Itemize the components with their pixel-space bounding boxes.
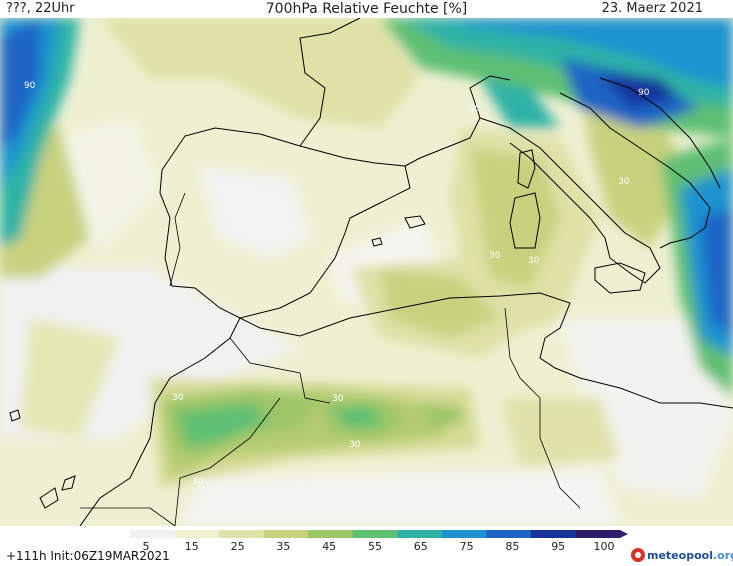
brand-text-part1: meteo (647, 548, 687, 562)
contour-label: 30 (192, 477, 204, 487)
iberia-coast (159, 127, 411, 319)
madeira (9, 409, 21, 422)
colorbar-tick-label: 35 (276, 540, 291, 553)
colorbar-segment (352, 530, 398, 538)
border-western-sahara (80, 507, 176, 526)
brand-text: meteopool.org (647, 549, 733, 562)
border-morocco-south (174, 397, 281, 526)
colorbar-legend: 5 15 25 35 45 55 65 75 85 95 100 +111h Init:06Z19M… (0, 526, 733, 566)
valid-time-label: ???, 22Uhr (6, 1, 75, 16)
border-algeria-tunisia-libya (504, 307, 581, 509)
colorbar-segment (441, 530, 487, 538)
colorbar-tick-label: 15 (184, 540, 199, 553)
coastlines (9, 18, 733, 526)
colorbar-segment (308, 530, 354, 538)
balkan-coast (599, 77, 721, 189)
france-south-coast (404, 75, 511, 167)
contour-label: 30 (332, 394, 344, 404)
contour-label: 30 (172, 393, 184, 403)
map-canvas: 90 90 30 30 30 30 30 30 30 30 (0, 18, 733, 526)
france-west-coast (299, 18, 361, 147)
brand-text-part3: .org (712, 548, 733, 562)
meteopool-brand[interactable]: meteopool.org (631, 545, 733, 565)
colorbar-tick-label: 25 (230, 540, 245, 553)
contour-label: 30 (528, 256, 540, 266)
north-africa-coast (239, 292, 733, 409)
map-header: ???, 22Uhr 700hPa Relative Feuchte [%] 2… (0, 0, 733, 18)
colorbar (130, 530, 628, 538)
humidity-field (0, 18, 733, 526)
humidity-map: 90 90 30 30 30 30 30 30 30 30 (0, 18, 733, 526)
colorbar-segment (263, 530, 309, 538)
colorbar-segment (530, 530, 576, 538)
colorbar-tick-label: 45 (322, 540, 337, 553)
colorbar-segment (219, 530, 265, 538)
colorbar-tick-label: 85 (505, 540, 520, 553)
mallorca (404, 215, 426, 229)
canary-island-2 (61, 475, 76, 491)
contour-label: 90 (24, 81, 36, 91)
colorbar-segment (174, 530, 220, 538)
contour-label: 30 (618, 177, 630, 187)
contour-label: 90 (638, 88, 650, 98)
morocco-atlantic-coast (79, 317, 241, 526)
contour-label: 30 (469, 104, 481, 114)
colorbar-tick-label: 65 (413, 540, 428, 553)
border-morocco-algeria (229, 337, 331, 404)
meteopool-logo-icon (631, 548, 645, 562)
colorbar-tick-label: 55 (368, 540, 382, 553)
border-portugal-spain (169, 192, 186, 287)
contour-label: 30 (489, 251, 501, 261)
map-title: 700hPa Relative Feuchte [%] (265, 1, 468, 17)
colorbar-extend-arrow (620, 530, 628, 538)
colorbar-tick-label: 75 (459, 540, 474, 553)
italy-east-coast (559, 92, 711, 249)
contour-label: 30 (349, 440, 361, 450)
colorbar-tick-label: 100 (593, 540, 615, 553)
sicily (594, 262, 646, 294)
colorbar-segment (575, 530, 621, 538)
colorbar-segment (130, 530, 176, 538)
brand-text-part2: pool (686, 548, 713, 562)
ibiza (371, 237, 383, 247)
sardinia (509, 192, 541, 249)
colorbar-segment (397, 530, 443, 538)
colorbar-tick-label: 95 (551, 540, 566, 553)
valid-date: 23. Maerz 2021 (601, 1, 703, 16)
corsica (517, 149, 536, 189)
colorbar-tick-label: 5 (142, 540, 150, 553)
model-run-info: +111h Init:06Z19MAR2021 (6, 549, 170, 563)
italy-west-coast (479, 117, 661, 284)
canary-island-1 (39, 487, 59, 509)
colorbar-segment (486, 530, 532, 538)
contour-labels: 90 90 30 30 30 30 30 30 30 30 (24, 81, 650, 487)
